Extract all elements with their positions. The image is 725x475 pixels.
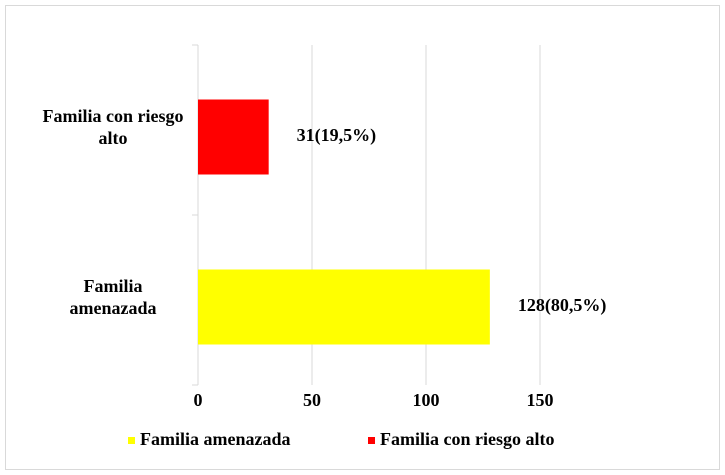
x-tick-label: 150 — [527, 390, 554, 410]
x-tick-label: 100 — [413, 390, 440, 410]
value-label: 31(19,5%) — [297, 125, 377, 146]
y-tick-label: Familia amenazada — [69, 276, 157, 318]
legend-swatch — [128, 437, 135, 444]
value-label: 128(80,5%) — [518, 295, 607, 316]
legend-label: Familia amenazada — [140, 429, 291, 449]
bar — [198, 269, 490, 345]
y-tick-label: Familia con riesgo alto — [42, 106, 184, 148]
chart-border — [5, 5, 720, 470]
x-tick-label: 50 — [303, 390, 321, 410]
legend-swatch — [368, 437, 375, 444]
bar — [198, 99, 269, 175]
legend-label: Familia con riesgo alto — [380, 429, 554, 449]
x-tick-label: 0 — [194, 390, 203, 410]
